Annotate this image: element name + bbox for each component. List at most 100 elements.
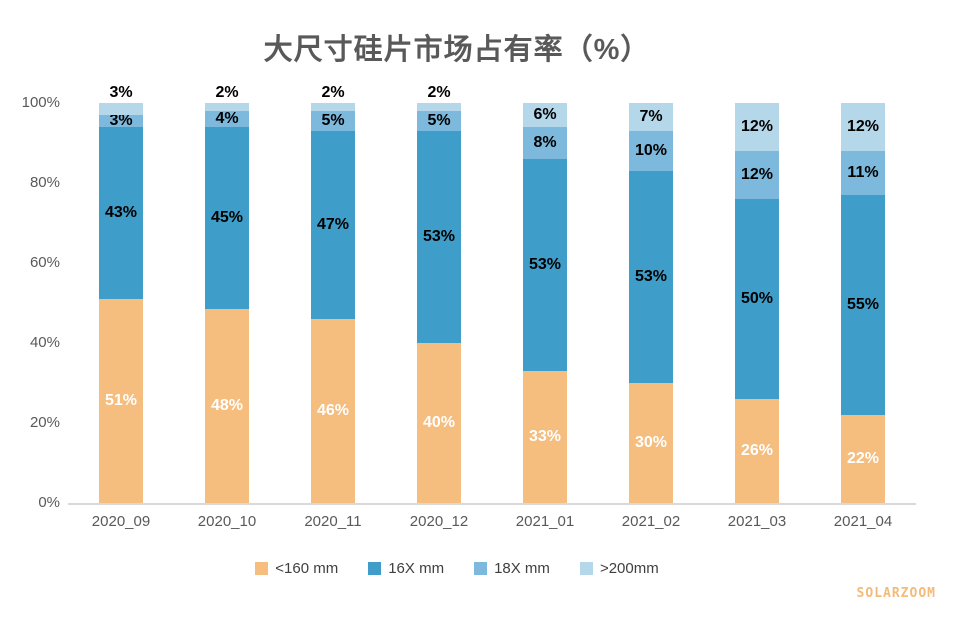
bar-slot-2020_11: 46% 47% 5% 2% xyxy=(280,84,386,503)
bar-segment-<160 mm-2021_03: 26% xyxy=(735,399,779,503)
legend-item-<160 mm: <160 mm xyxy=(255,560,338,577)
bar-segment->200mm-2021_02: 7% xyxy=(629,103,673,131)
data-label-<160 mm-2021_02: 30% xyxy=(634,434,668,451)
bar-2021_04: 22% 55% 11% 12% xyxy=(841,103,885,503)
legend-swatch-icon xyxy=(474,562,488,575)
data-label-16X mm-2020_12: 53% xyxy=(422,228,456,245)
data-label-<160 mm-2020_12: 40% xyxy=(422,414,456,431)
bar-2020_11: 46% 47% 5% 2% xyxy=(311,84,355,503)
data-label-<160 mm-2021_03: 26% xyxy=(740,442,774,459)
bar-segment-<160 mm-2021_04: 22% xyxy=(841,415,885,503)
x-tick-label-2020_11: 2020_11 xyxy=(304,513,362,530)
data-label-<160 mm-2020_10: 48% xyxy=(210,397,244,415)
bar-segment->200mm-2020_11: 2% xyxy=(311,84,355,111)
bar-segment-<160 mm-2020_09: 51% xyxy=(99,299,143,503)
bar-segment->200mm-2020_12: 2% xyxy=(417,84,461,111)
x-tick-label-2021_04: 2021_04 xyxy=(833,513,893,530)
data-label-16X mm-2020_09: 43% xyxy=(104,204,138,221)
watermark-text: SOLARZOOM xyxy=(856,586,936,601)
bar-segment-16X mm-2020_11: 47% xyxy=(311,131,355,319)
legend-item-16X mm: 16X mm xyxy=(368,560,444,577)
data-label->200mm-2021_01: 6% xyxy=(533,106,557,123)
bar-slot-2020_10: 48% 45% 4% 2% xyxy=(174,84,280,503)
data-label->200mm-2020_10: 2% xyxy=(215,84,239,102)
bar-segment-16X mm-2020_10: 45% xyxy=(205,127,249,310)
legend-label: <160 mm xyxy=(275,560,339,577)
data-label-<160 mm-2021_01: 33% xyxy=(528,428,562,445)
data-label-18X mm-2020_12: 5% xyxy=(427,112,451,129)
data-label->200mm-2021_04: 12% xyxy=(846,118,880,135)
data-label-16X mm-2020_10: 45% xyxy=(210,209,244,227)
bar-segment-16X mm-2021_03: 50% xyxy=(735,199,779,399)
data-label->200mm-2021_02: 7% xyxy=(639,108,663,125)
bar-2021_02: 30% 53% 10% 7% xyxy=(629,103,673,503)
bar-slot-2021_03: 26% 50% 12% 12% xyxy=(704,103,810,503)
bar-segment-<160 mm-2020_11: 46% xyxy=(311,319,355,503)
y-tick-label: 40% xyxy=(29,334,60,351)
x-tick-label-2021_03: 2021_03 xyxy=(727,513,787,530)
bar-segment-18X mm-2021_03: 12% xyxy=(735,151,779,199)
bar-segment-18X mm-2021_02: 10% xyxy=(629,131,673,171)
bar-segment-16X mm-2021_04: 55% xyxy=(841,195,885,415)
legend-label: >200mm xyxy=(599,560,659,577)
bar-segment->200mm-2021_01: 6% xyxy=(523,103,567,127)
data-label-18X mm-2021_04: 11% xyxy=(847,164,879,181)
data-label-18X mm-2021_02: 10% xyxy=(634,142,668,159)
bar-2020_09: 51% 43% 3% 3% xyxy=(99,84,143,503)
data-label->200mm-2020_12: 2% xyxy=(427,84,451,101)
bar-segment-<160 mm-2021_01: 33% xyxy=(523,371,567,503)
bar-segment-<160 mm-2021_02: 30% xyxy=(629,383,673,503)
bar-segment-<160 mm-2020_10: 48% xyxy=(205,309,249,503)
bar-slot-2021_02: 30% 53% 10% 7% xyxy=(598,103,704,503)
bar-2021_01: 33% 53% 8% 6% xyxy=(523,103,567,503)
bar-segment-16X mm-2020_12: 53% xyxy=(417,131,461,343)
bar-2020_10: 48% 45% 4% 2% xyxy=(205,84,249,503)
bar-segment->200mm-2021_03: 12% xyxy=(735,103,779,151)
data-label-16X mm-2021_02: 53% xyxy=(634,268,668,285)
bar-segment-18X mm-2021_04: 11% xyxy=(841,151,885,195)
data-label-16X mm-2021_04: 55% xyxy=(846,296,880,313)
x-axis: 2020_09 2020_10 2020_11 2020_12 2021_01 2021_… xyxy=(68,513,916,530)
bar-segment-16X mm-2021_01: 53% xyxy=(523,159,567,371)
bar-slot-2020_09: 51% 43% 3% 3% xyxy=(68,84,174,503)
bar-2020_12: 40% 53% 5% 2% xyxy=(417,84,461,503)
bar-segment->200mm-2021_04: 12% xyxy=(841,103,885,151)
bar-segment->200mm-2020_10: 2% xyxy=(205,84,249,112)
legend-item->200mm: >200mm xyxy=(579,560,659,577)
data-label-<160 mm-2020_11: 46% xyxy=(316,402,350,419)
bar-segment-18X mm-2020_09: 3% xyxy=(99,112,143,129)
y-tick-label: 60% xyxy=(29,254,60,271)
bar-segment->200mm-2020_09: 3% xyxy=(99,84,143,115)
plot-area: 51% 43% 3% 3% 48% 45% 4% 2% 46% 47% 5% 2% 40% 53% 5% 2%… xyxy=(68,84,916,505)
data-label-18X mm-2020_11: 5% xyxy=(321,112,345,129)
y-tick-label: 0% xyxy=(38,494,60,511)
data-label-18X mm-2021_03: 12% xyxy=(740,166,774,183)
y-tick-label: 80% xyxy=(29,174,60,191)
y-tick-label: 20% xyxy=(29,414,60,431)
data-label-16X mm-2021_03: 50% xyxy=(740,290,774,307)
data-label-18X mm-2021_01: 8% xyxy=(533,134,557,151)
x-tick-label-2020_09: 2020_09 xyxy=(91,513,151,530)
legend-swatch-icon xyxy=(368,562,382,575)
y-axis: 0% 20% 40% 60% 80% 100% xyxy=(8,94,60,511)
bar-segment-18X mm-2020_10: 4% xyxy=(205,110,249,128)
data-label-16X mm-2021_01: 53% xyxy=(528,256,562,273)
legend-label: 16X mm xyxy=(388,560,445,577)
x-tick-label-2020_12: 2020_12 xyxy=(409,513,469,530)
data-label->200mm-2020_11: 2% xyxy=(321,84,345,101)
chart-title: 大尺寸硅片市场占有率（%） xyxy=(263,34,651,66)
legend-label: 18X mm xyxy=(494,560,550,577)
bar-segment-18X mm-2021_01: 8% xyxy=(523,127,567,159)
legend-swatch-icon xyxy=(579,562,593,575)
data-label->200mm-2020_09: 3% xyxy=(109,84,133,101)
bars-row: 51% 43% 3% 3% 48% 45% 4% 2% 46% 47% 5% 2% 40% 53% 5% 2%… xyxy=(68,84,916,503)
legend-item-18X mm: 18X mm xyxy=(474,560,550,577)
data-label-<160 mm-2021_04: 22% xyxy=(846,450,880,467)
y-tick-label: 100% xyxy=(21,94,60,111)
legend-swatch-icon xyxy=(255,562,269,575)
bar-segment-18X mm-2020_12: 5% xyxy=(417,111,461,131)
x-tick-label-2021_02: 2021_02 xyxy=(621,513,681,530)
bar-segment-16X mm-2020_09: 43% xyxy=(99,127,143,299)
data-label->200mm-2021_03: 12% xyxy=(740,118,774,135)
